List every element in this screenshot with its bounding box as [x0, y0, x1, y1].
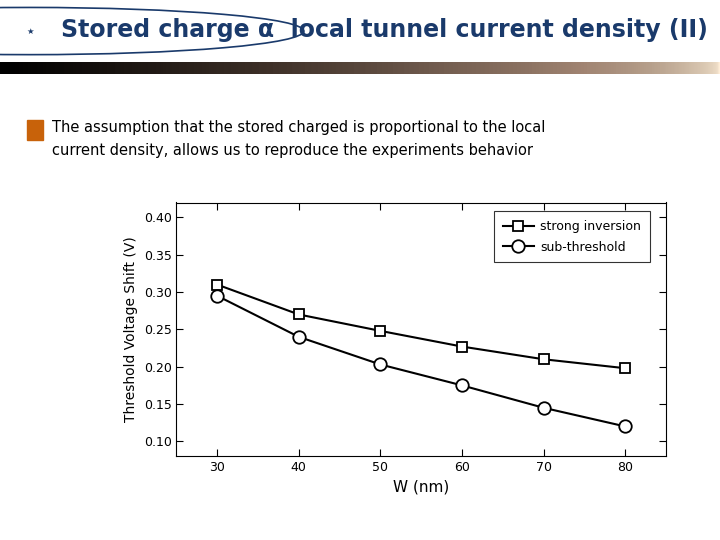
strong inversion: [376, 328, 384, 334]
strong inversion: [458, 343, 467, 350]
Line: sub-threshold: sub-threshold: [211, 289, 631, 433]
Text: Stored charge α  local tunnel current density (II): Stored charge α local tunnel current den…: [61, 18, 708, 42]
sub-threshold: [621, 423, 629, 430]
sub-threshold: [458, 382, 467, 389]
strong inversion: [621, 365, 629, 372]
Y-axis label: Threshold Voltage Shift (V): Threshold Voltage Shift (V): [124, 237, 138, 422]
sub-threshold: [213, 293, 222, 299]
Legend: strong inversion, sub-threshold: strong inversion, sub-threshold: [494, 211, 650, 262]
X-axis label: W (nm): W (nm): [393, 480, 449, 495]
strong inversion: [213, 281, 222, 288]
sub-threshold: [294, 334, 303, 340]
Text: G. Iannaccone: G. Iannaccone: [13, 514, 102, 527]
Line: strong inversion: strong inversion: [212, 280, 630, 373]
sub-threshold: [376, 361, 384, 368]
Bar: [27, 120, 43, 140]
sub-threshold: [539, 404, 548, 411]
strong inversion: [539, 356, 548, 362]
Text: ★: ★: [27, 26, 34, 36]
Text: Università di  Pisa: Università di Pisa: [595, 514, 707, 527]
strong inversion: [294, 311, 303, 318]
Text: current density, allows us to reproduce the experiments behavior: current density, allows us to reproduce …: [52, 143, 533, 158]
Text: The assumption that the stored charged is proportional to the local: The assumption that the stored charged i…: [52, 120, 545, 135]
